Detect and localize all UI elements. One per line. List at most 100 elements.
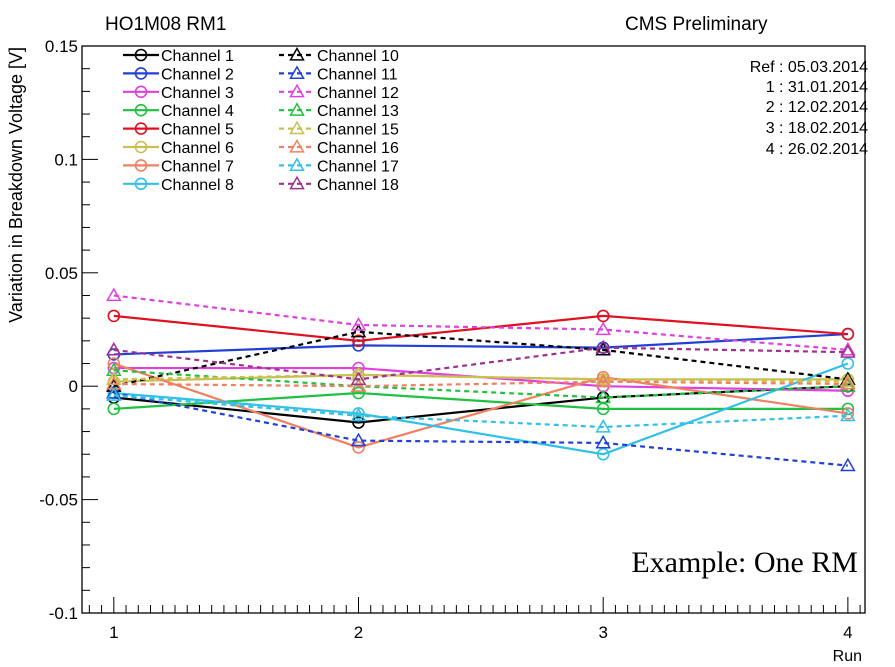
series-channel-13: [106, 362, 856, 404]
data-point: [107, 402, 121, 416]
data-point: [350, 378, 367, 392]
data-point: [595, 373, 611, 388]
series-line: [113, 373, 848, 383]
legend-marker: [289, 138, 305, 153]
data-point: [596, 447, 610, 461]
legend-label: Channel 8: [161, 177, 234, 194]
x-tick-label: 4: [843, 623, 852, 642]
legend-label: Channel 1: [161, 48, 234, 65]
legend-label: Channel 10: [317, 48, 399, 65]
data-point: [350, 371, 367, 386]
data-point: [841, 402, 855, 416]
legend-label: Channel 11: [317, 66, 398, 83]
legend-marker: [134, 103, 148, 117]
series-line: [113, 332, 848, 356]
series-channel-2: [107, 327, 855, 361]
data-point: [595, 434, 611, 449]
legend-marker: [134, 140, 148, 154]
legend-marker: [289, 46, 305, 61]
x-tick-label: 3: [598, 623, 607, 642]
legend-entry: Channel 1: [123, 48, 234, 65]
reference-dates: Ref : 05.03.2014 1 : 31.01.2014 2 : 12.0…: [750, 59, 868, 158]
data-point: [595, 321, 611, 336]
data-point: [352, 386, 365, 400]
legend-label: Channel 3: [161, 85, 234, 102]
legend-marker: [134, 48, 148, 62]
y-tick-label: 0.15: [45, 37, 78, 56]
series-channel-6: [107, 368, 855, 388]
legend-label: Channel 4: [161, 103, 234, 120]
data-point: [106, 378, 122, 392]
legend-entry: Channel 11: [279, 65, 398, 83]
legend-entry: Channel 3: [123, 85, 234, 102]
data-point: [840, 341, 856, 356]
data-point: [840, 407, 856, 422]
legend-entry: Channel 16: [279, 138, 399, 157]
legend-marker: [289, 157, 305, 172]
series-channel-18: [106, 339, 856, 386]
series-channel-12: [106, 287, 856, 356]
ref-date-line: 1 : 31.01.2014: [766, 79, 868, 96]
series-channel-10: [106, 323, 856, 392]
data-point: [350, 407, 367, 422]
legend-entry: Channel 10: [279, 46, 399, 65]
legend-marker: [134, 177, 148, 191]
legend-entry: Channel 18: [279, 175, 399, 194]
legend-label: Channel 13: [317, 103, 399, 120]
data-point: [840, 375, 856, 390]
ref-date-line: 4 : 26.02.2014: [766, 141, 868, 158]
data-point: [350, 316, 367, 331]
data-point: [841, 327, 855, 341]
legend-label: Channel 16: [317, 140, 399, 157]
legend-marker: [134, 85, 148, 99]
data-point: [106, 384, 122, 399]
legend-entry: Channel 17: [279, 157, 399, 175]
data-point: [106, 387, 122, 401]
y-tick-label: 0.05: [45, 264, 78, 283]
chart-title-left: HO1M08 RM1: [105, 14, 226, 35]
x-axis-label: Run: [833, 648, 862, 665]
series-line: [113, 380, 848, 388]
series-line: [113, 394, 848, 429]
legend-label: Channel 18: [317, 177, 399, 194]
data-point: [595, 339, 611, 354]
data-point: [840, 457, 856, 472]
ref-date-line: 2 : 12.02.2014: [766, 99, 868, 116]
legend-entry: Channel 8: [123, 177, 234, 194]
series-line: [113, 362, 849, 449]
series-line: [113, 294, 848, 352]
data-point: [350, 432, 367, 447]
data-point: [596, 402, 610, 416]
series-channel-7: [107, 357, 855, 454]
data-point: [106, 341, 122, 356]
legend-marker: [289, 175, 305, 190]
legend-entry: Channel 13: [279, 102, 399, 120]
x-tick-label: 1: [109, 623, 118, 642]
series-line: [113, 391, 848, 467]
y-tick-label: 0: [69, 377, 78, 396]
data-point: [107, 357, 121, 370]
legend-marker: [134, 122, 148, 135]
x-tick-label: 2: [354, 623, 363, 642]
legend-entry: Channel 12: [279, 83, 399, 102]
data-point: [840, 378, 856, 392]
legend-entry: Channel 5: [123, 122, 234, 139]
legend-marker: [289, 65, 305, 80]
series-channel-11: [106, 384, 856, 472]
legend-label: Channel 5: [161, 122, 234, 139]
legend-marker: [289, 83, 305, 98]
data-point: [352, 441, 365, 454]
legend-marker: [289, 120, 305, 135]
data-point: [596, 309, 610, 323]
legend-entry: Channel 4: [123, 103, 234, 120]
legend-label: Channel 7: [161, 158, 234, 175]
example-label: Example: One RM: [631, 546, 858, 579]
y-axis-label: Variation in Breakdown Voltage [V]: [6, 47, 26, 323]
data-point: [106, 362, 122, 376]
legend-marker: [134, 159, 148, 172]
legend-entry: Channel 6: [123, 140, 234, 157]
data-point: [595, 419, 611, 433]
data-point: [350, 323, 367, 338]
legend-entry: Channel 15: [279, 120, 399, 139]
